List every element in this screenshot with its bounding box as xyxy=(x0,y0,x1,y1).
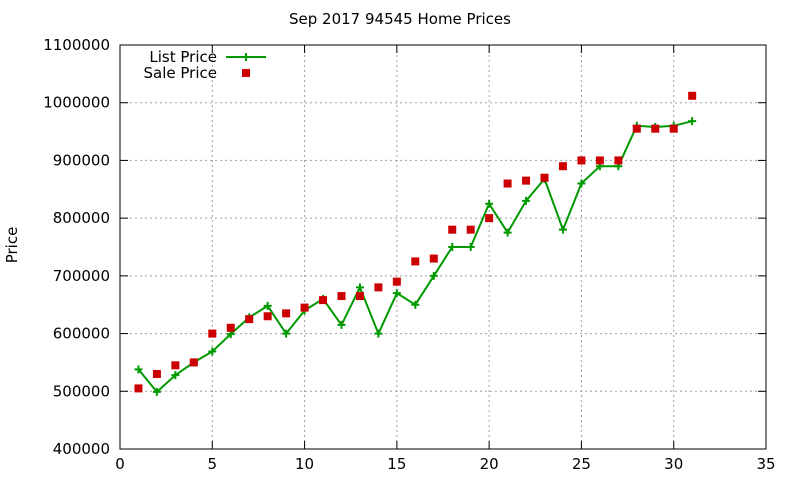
y-tick-label: 1100000 xyxy=(43,36,110,54)
list-price-marker xyxy=(337,320,346,329)
sale-price-marker xyxy=(577,156,586,165)
y-tick-label: 800000 xyxy=(53,209,110,227)
sale-price-marker xyxy=(189,358,198,367)
x-tick-label: 20 xyxy=(480,455,499,473)
sale-price-marker xyxy=(522,176,531,185)
sale-price-marker xyxy=(337,292,346,301)
y-tick-label: 700000 xyxy=(53,267,110,285)
list-price-line xyxy=(137,120,693,394)
y-tick-label: 400000 xyxy=(53,440,110,458)
sale-price-marker xyxy=(392,277,401,286)
list-price-marker xyxy=(688,117,697,126)
list-price-marker xyxy=(134,365,143,374)
list-price-marker xyxy=(152,387,161,396)
sale-price-marker xyxy=(411,257,420,266)
sale-price-marker xyxy=(595,156,604,165)
legend-label-list-price: List Price xyxy=(149,48,217,66)
sale-price-marker xyxy=(134,384,143,393)
list-price-marker xyxy=(485,199,494,208)
x-tick-label: 15 xyxy=(387,455,406,473)
legend-label-sale-price: Sale Price xyxy=(144,64,217,82)
list-price-marker xyxy=(448,243,457,251)
list-price-marker xyxy=(392,289,401,298)
list-price-marker xyxy=(577,179,586,188)
sale-price-marker xyxy=(282,309,291,318)
legend-marker-list-price xyxy=(242,53,250,61)
sale-price-marker xyxy=(171,361,180,370)
sale-price-marker xyxy=(300,303,309,312)
list-price-marker xyxy=(503,228,512,237)
sale-price-marker xyxy=(245,315,254,324)
y-tick-label: 600000 xyxy=(53,325,110,343)
list-price-marker xyxy=(171,371,180,380)
sale-price-marker xyxy=(263,312,272,321)
sale-price-marker xyxy=(651,124,660,133)
chart-title: Sep 2017 94545 Home Prices xyxy=(289,10,511,28)
sale-price-marker xyxy=(429,254,438,263)
list-price-marker xyxy=(263,301,272,310)
sale-price-marker xyxy=(448,225,457,234)
sale-price-marker xyxy=(355,292,364,301)
list-price-marker xyxy=(466,243,475,251)
sale-price-marker xyxy=(485,214,494,223)
x-tick-label: 10 xyxy=(295,455,314,473)
sale-price-marker xyxy=(503,179,512,188)
sale-price-marker xyxy=(466,225,475,234)
sale-price-marker xyxy=(152,369,161,378)
list-price-marker xyxy=(558,225,567,234)
list-price-marker xyxy=(429,271,438,280)
x-tick-label: 5 xyxy=(208,455,218,473)
list-price-marker xyxy=(411,300,420,309)
sale-price-marker xyxy=(614,156,623,165)
plot-border xyxy=(119,44,767,450)
list-price-marker xyxy=(208,347,217,356)
list-price-marker xyxy=(282,329,291,338)
list-price-marker xyxy=(374,329,383,338)
sale-price-marker xyxy=(558,162,567,171)
sale-price-marker xyxy=(226,323,235,332)
y-tick-label: 900000 xyxy=(53,151,110,169)
y-tick-label: 1000000 xyxy=(43,94,110,112)
sale-price-marker xyxy=(632,124,641,133)
y-tick-label: 500000 xyxy=(53,382,110,400)
sale-price-marker xyxy=(319,296,328,305)
sale-price-marker xyxy=(374,283,383,292)
list-price-marker xyxy=(522,196,531,205)
sale-price-marker xyxy=(208,329,217,338)
x-tick-label: 25 xyxy=(572,455,591,473)
x-tick-label: 30 xyxy=(664,455,683,473)
x-tick-label: 0 xyxy=(115,455,125,473)
sale-price-marker xyxy=(540,173,549,182)
list-price-marker xyxy=(355,283,364,292)
sale-price-marker xyxy=(688,91,697,100)
legend-marker-sale-price xyxy=(242,69,250,77)
x-tick-label: 35 xyxy=(756,455,775,473)
sale-price-marker xyxy=(669,124,678,133)
